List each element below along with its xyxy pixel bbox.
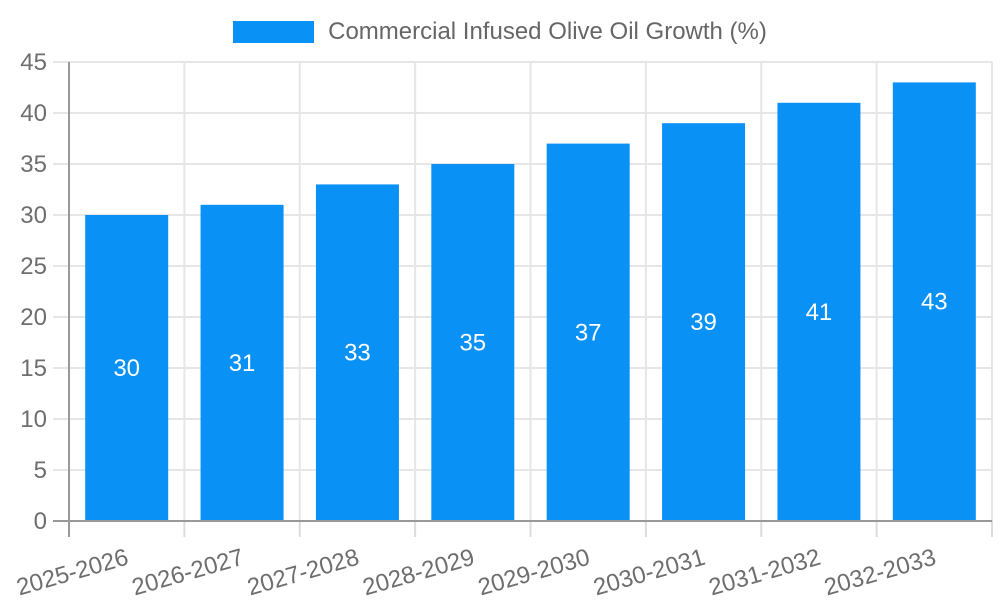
- x-tick-label: 2029-2030: [475, 544, 593, 600]
- y-tick-label: 25: [20, 253, 47, 280]
- bar-value-label: 31: [229, 350, 256, 377]
- x-tick-label: 2031-2032: [706, 544, 824, 600]
- x-tick-label: 2030-2031: [590, 544, 708, 600]
- bar[interactable]: [662, 123, 746, 521]
- x-tick-label: 2026-2027: [129, 544, 247, 600]
- legend-swatch: [233, 21, 315, 43]
- x-tick-label: 2025-2026: [14, 544, 132, 600]
- bar[interactable]: [85, 215, 169, 521]
- bar[interactable]: [777, 102, 861, 522]
- y-tick-label: 20: [20, 304, 47, 331]
- legend-label: Commercial Infused Olive Oil Growth (%): [328, 18, 767, 45]
- bar-value-label: 37: [575, 319, 602, 346]
- bar-value-label: 43: [921, 289, 948, 316]
- bar[interactable]: [200, 204, 284, 522]
- bar[interactable]: [315, 184, 399, 521]
- x-tick-label: 2028-2029: [360, 544, 478, 600]
- y-tick-label: 5: [34, 457, 47, 484]
- x-tick-label: 2032-2033: [821, 544, 939, 600]
- bar-value-label: 39: [690, 309, 717, 336]
- bar-value-label: 35: [459, 330, 486, 357]
- chart-legend: Commercial Infused Olive Oil Growth (%): [0, 20, 1000, 44]
- bar[interactable]: [546, 143, 630, 521]
- bar[interactable]: [431, 164, 515, 521]
- y-tick-label: 40: [20, 100, 47, 127]
- y-tick-label: 15: [20, 355, 47, 382]
- x-tick-label: 2027-2028: [244, 544, 362, 600]
- bar-value-label: 41: [806, 299, 833, 326]
- y-tick-label: 45: [20, 49, 47, 76]
- y-tick-label: 35: [20, 151, 47, 178]
- y-tick-label: 0: [34, 508, 47, 535]
- y-tick-label: 10: [20, 406, 47, 433]
- bar-value-label: 33: [344, 340, 371, 367]
- bar-value-label: 30: [113, 355, 140, 382]
- y-tick-label: 30: [20, 202, 47, 229]
- bar[interactable]: [892, 82, 976, 522]
